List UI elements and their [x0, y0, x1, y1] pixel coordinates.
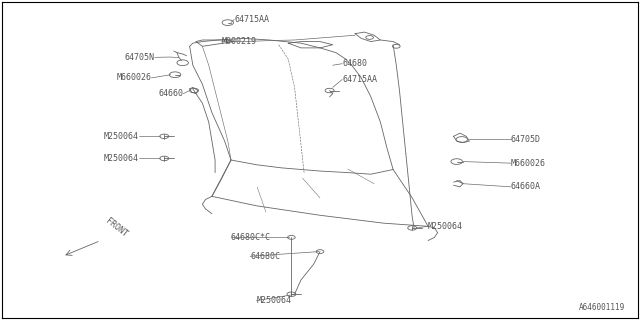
Text: FRONT: FRONT: [104, 216, 129, 239]
Text: M660026: M660026: [116, 73, 152, 82]
Text: M000219: M000219: [221, 37, 257, 46]
Text: M250064: M250064: [428, 222, 463, 231]
Text: M250064: M250064: [257, 296, 291, 305]
Text: M250064: M250064: [104, 154, 139, 163]
Text: A646001119: A646001119: [579, 303, 625, 312]
Text: 64705D: 64705D: [511, 135, 541, 144]
Text: 64715AA: 64715AA: [342, 75, 377, 84]
Text: 64715AA: 64715AA: [234, 15, 269, 24]
Text: 64705N: 64705N: [125, 53, 155, 62]
Text: 64680: 64680: [342, 59, 367, 68]
Text: 64660A: 64660A: [511, 182, 541, 191]
Text: 64660: 64660: [158, 89, 183, 98]
Text: 64680C*C: 64680C*C: [231, 233, 271, 242]
Text: M660026: M660026: [511, 159, 546, 168]
Text: M250064: M250064: [104, 132, 139, 141]
Text: 64680C: 64680C: [250, 252, 280, 261]
